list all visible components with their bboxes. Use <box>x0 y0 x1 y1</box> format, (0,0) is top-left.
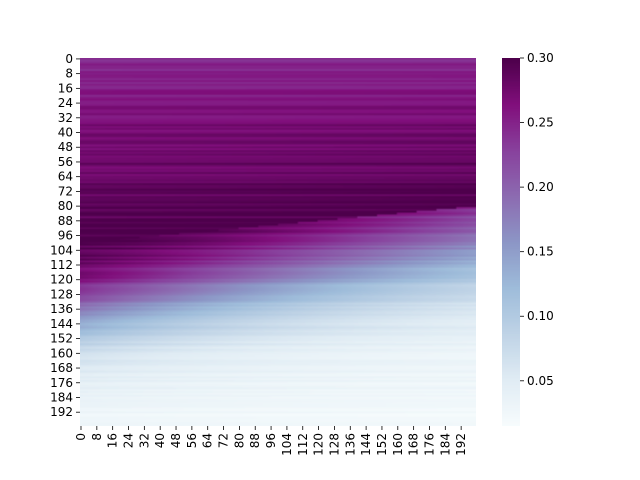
colorbar-tick-label: 0.10 <box>527 309 554 323</box>
y-tick-label: 32 <box>58 111 73 125</box>
y-tick-label: 192 <box>50 405 73 419</box>
y-tick-label: 96 <box>58 229 73 243</box>
y-tick-label: 144 <box>50 317 73 331</box>
y-tick-label: 16 <box>58 81 73 95</box>
colorbar-tick-label: 0.05 <box>527 374 554 388</box>
x-tick-label: 80 <box>232 433 246 448</box>
colorbar <box>502 58 520 426</box>
x-tick-label: 120 <box>312 433 326 456</box>
colorbar-ticks: 0.05 0.10 0.15 0.20 0.25 0.30 <box>520 51 554 388</box>
colorbar-tick-label: 0.20 <box>527 180 554 194</box>
x-tick-label: 88 <box>248 433 262 448</box>
x-tick-label: 104 <box>280 433 294 456</box>
y-tick-label: 40 <box>58 126 73 140</box>
y-tick-label: 160 <box>50 346 73 360</box>
x-tick-label: 96 <box>264 433 278 448</box>
y-tick-label: 56 <box>58 155 73 169</box>
x-tick-label: 72 <box>217 433 231 448</box>
colorbar-tick-label: 0.30 <box>527 51 554 65</box>
y-tick-label: 104 <box>50 243 73 257</box>
x-tick-label: 40 <box>153 433 167 448</box>
heatmap-cells <box>80 58 476 426</box>
y-tick-label: 88 <box>58 214 73 228</box>
y-tick-label: 152 <box>50 332 73 346</box>
colorbar-gradient <box>502 58 520 426</box>
y-tick-label: 112 <box>50 258 73 272</box>
x-tick-label: 128 <box>327 433 341 456</box>
y-tick-label: 128 <box>50 287 73 301</box>
x-tick-label: 48 <box>169 433 183 448</box>
y-tick-label: 0 <box>65 52 73 66</box>
x-tick-label: 184 <box>438 433 452 456</box>
x-tick-label: 160 <box>391 433 405 456</box>
x-tick-label: 64 <box>201 433 215 448</box>
y-tick-label: 184 <box>50 390 73 404</box>
x-tick-label: 16 <box>106 433 120 448</box>
x-tick-label: 56 <box>185 433 199 448</box>
x-tick-label: 24 <box>122 433 136 448</box>
y-tick-label: 80 <box>58 199 73 213</box>
colorbar-tick-label: 0.25 <box>527 116 554 130</box>
x-tick-label: 0 <box>74 433 88 441</box>
y-tick-label: 72 <box>58 184 73 198</box>
colorbar-tick-label: 0.15 <box>527 245 554 259</box>
x-tick-label: 112 <box>296 433 310 456</box>
heatmap-plot-area <box>80 58 476 426</box>
y-tick-label: 176 <box>50 376 73 390</box>
y-tick-label: 136 <box>50 302 73 316</box>
y-tick-label: 64 <box>58 170 73 184</box>
y-tick-label: 120 <box>50 273 73 287</box>
y-tick-label: 24 <box>58 96 73 110</box>
x-tick-label: 192 <box>454 433 468 456</box>
x-tick-label: 176 <box>422 433 436 456</box>
y-tick-label: 8 <box>65 67 73 81</box>
x-tick-label: 32 <box>137 433 151 448</box>
x-tick-label: 168 <box>407 433 421 456</box>
y-tick-label: 48 <box>58 140 73 154</box>
x-tick-label: 144 <box>359 433 373 456</box>
x-axis-ticks: 0 8 16 24 32 40 48 56 64 72 80 88 96 104 112 120 128 136 1… <box>74 426 468 456</box>
x-tick-label: 136 <box>343 433 357 456</box>
x-tick-label: 152 <box>375 433 389 456</box>
y-axis-ticks: 0816243240485664728088961041121201281361… <box>50 52 80 419</box>
y-tick-label: 168 <box>50 361 73 375</box>
x-tick-label: 8 <box>90 433 104 441</box>
